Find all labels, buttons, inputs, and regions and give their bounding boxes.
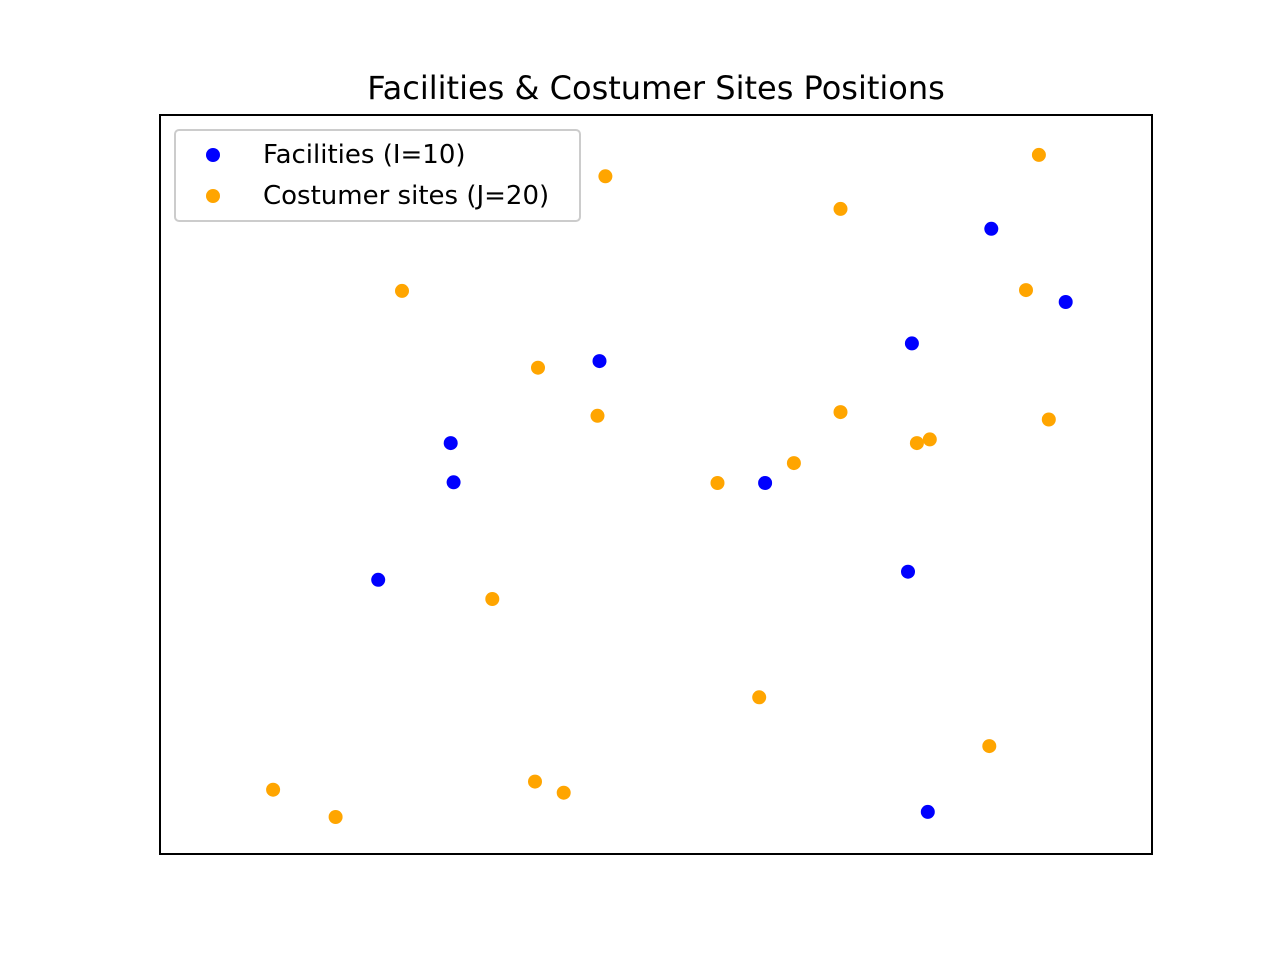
facility-point <box>371 572 386 587</box>
facility-point <box>446 475 461 490</box>
facility-point <box>920 804 935 819</box>
facility-point <box>901 564 915 579</box>
facility-point <box>758 476 773 490</box>
facility-point <box>984 221 999 236</box>
customer-site-point <box>1041 412 1056 427</box>
legend-box <box>174 129 581 222</box>
customer-site-point <box>528 774 542 789</box>
customer-site-point <box>590 408 605 423</box>
legend-marker-1 <box>206 189 220 203</box>
legend-label-0: Facilities (I=10) <box>263 140 466 170</box>
legend-marker-0 <box>206 148 220 162</box>
facility-point <box>592 354 607 369</box>
customer-site-point <box>598 169 613 184</box>
series-0 <box>371 221 1073 819</box>
chart-title: Facilities & Costumer Sites Positions <box>367 69 945 107</box>
points-layer <box>266 147 1073 824</box>
customer-site-point <box>833 405 848 420</box>
series-1 <box>266 147 1056 824</box>
customer-site-point <box>752 690 767 705</box>
customer-site-point <box>909 436 924 451</box>
customer-site-point <box>1031 147 1046 162</box>
customer-site-point <box>328 810 343 824</box>
facility-point <box>1058 295 1073 309</box>
facility-point <box>443 436 458 451</box>
customer-site-point <box>531 360 545 375</box>
facility-point <box>904 336 919 351</box>
legend-entries: Facilities (I=10) Costumer sites (J=20) <box>206 140 549 211</box>
plot-area-frame <box>159 114 1153 855</box>
customer-site-point <box>485 592 500 606</box>
customer-site-point <box>556 785 571 800</box>
legend: Facilities (I=10) Costumer sites (J=20) <box>174 129 581 222</box>
legend-label-1: Costumer sites (J=20) <box>263 181 549 211</box>
customer-site-point <box>1019 283 1033 298</box>
customer-site-point <box>922 432 937 447</box>
customer-site-point <box>266 782 281 797</box>
customer-site-point <box>395 283 409 298</box>
customer-site-point <box>982 739 997 754</box>
customer-site-point <box>833 201 848 216</box>
customer-site-point <box>786 456 801 471</box>
customer-site-point <box>710 476 725 490</box>
